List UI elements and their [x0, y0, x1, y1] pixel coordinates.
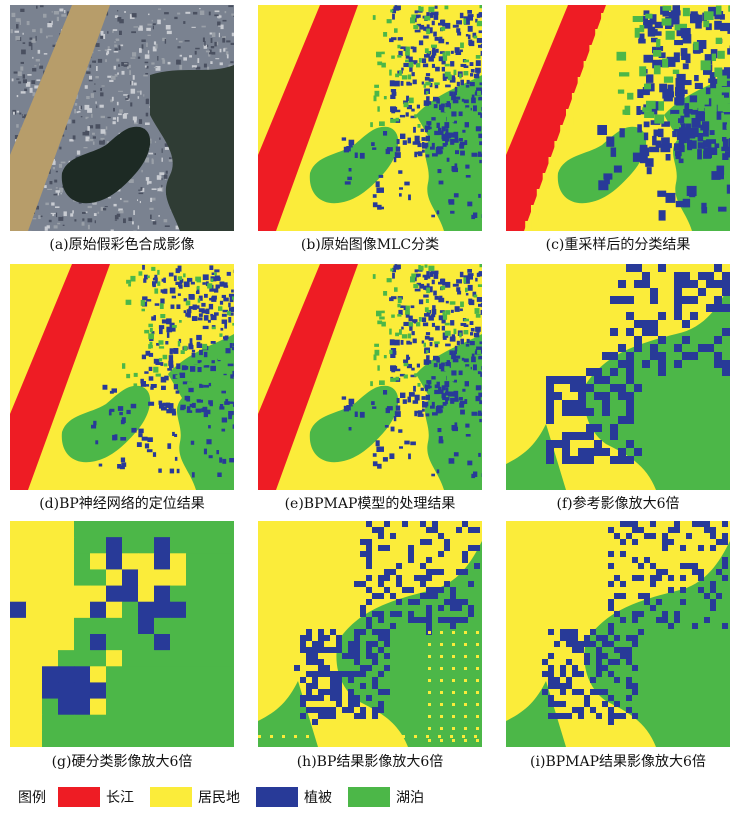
vegetation-speckle-south — [341, 125, 482, 220]
lake-speckle — [616, 5, 730, 130]
legend: 图例 长江 居民地 植被 湖泊 — [18, 786, 440, 808]
legend-item-vegetation: 植被 — [256, 787, 332, 807]
hard-class-cells — [10, 521, 234, 747]
vegetation-cluster — [546, 264, 730, 464]
lake-region — [309, 385, 399, 463]
vegetation-cluster — [140, 264, 234, 420]
lake-speckle — [370, 5, 482, 128]
vegetation-cluster — [294, 521, 480, 725]
panel-h-bp-zoom — [258, 521, 482, 747]
vegetation-speckle-south — [597, 125, 730, 221]
caption-d: (d)BP神经网络的定位结果 — [39, 496, 205, 512]
lake-region — [336, 541, 482, 747]
lake-region — [584, 541, 730, 747]
vegetation-cluster — [389, 264, 482, 417]
legend-item-lake: 湖泊 — [348, 787, 424, 807]
caption-a: (a)原始假彩色合成影像 — [49, 237, 195, 253]
panel-g-hard-classification-zoom — [10, 521, 234, 747]
river-channel — [10, 264, 110, 490]
caption-f: (f)参考影像放大6倍 — [556, 496, 680, 512]
caption-h: (h)BP结果影像放大6倍 — [296, 754, 444, 770]
lake-region — [584, 284, 730, 490]
lake-region — [557, 126, 647, 204]
legend-title: 图例 — [18, 790, 46, 806]
river-channel — [506, 5, 606, 231]
lake-dark — [61, 126, 151, 204]
river-edge-pixels — [525, 5, 614, 231]
lake-speckle — [370, 264, 482, 387]
panel-e-bpmap-result — [258, 264, 482, 490]
legend-label-river: 长江 — [106, 790, 134, 806]
panel-f-reference-zoom — [506, 264, 730, 490]
vegetation-speckle-south — [341, 384, 482, 479]
legend-swatch-lake — [348, 787, 390, 807]
lake-speckle — [122, 266, 234, 389]
legend-label-lake: 湖泊 — [396, 790, 424, 806]
green-hill — [150, 65, 234, 231]
legend-label-residential: 居民地 — [198, 790, 240, 806]
caption-c: (c)重采样后的分类结果 — [545, 237, 691, 253]
vegetation-speckle-south — [91, 384, 234, 478]
river-channel — [258, 5, 358, 231]
vegetation-cluster — [542, 521, 728, 725]
panel-i-bpmap-zoom — [506, 521, 730, 747]
caption-i: (i)BPMAP结果影像放大6倍 — [530, 754, 706, 770]
legend-item-residential: 居民地 — [150, 787, 240, 807]
lake-region — [309, 126, 399, 204]
legend-item-river: 长江 — [58, 787, 134, 807]
panel-b-mlc-classification — [258, 5, 482, 231]
lake-region — [61, 385, 151, 463]
yangtze-river — [10, 5, 110, 231]
river-channel — [258, 264, 358, 490]
panel-a-false-color-image — [10, 5, 234, 231]
legend-label-vegetation: 植被 — [304, 790, 332, 806]
panel-c-resampled-classification — [506, 5, 730, 231]
legend-swatch-residential — [150, 787, 192, 807]
caption-g: (g)硬分类影像放大6倍 — [51, 754, 193, 770]
legend-swatch-river — [58, 787, 100, 807]
residential-dot-grid — [258, 631, 479, 742]
panel-d-bp-result — [10, 264, 234, 490]
caption-e: (e)BPMAP模型的处理结果 — [284, 496, 456, 512]
lake-region-east — [664, 75, 730, 231]
legend-swatch-vegetation — [256, 787, 298, 807]
caption-b: (b)原始图像MLC分类 — [300, 237, 440, 253]
